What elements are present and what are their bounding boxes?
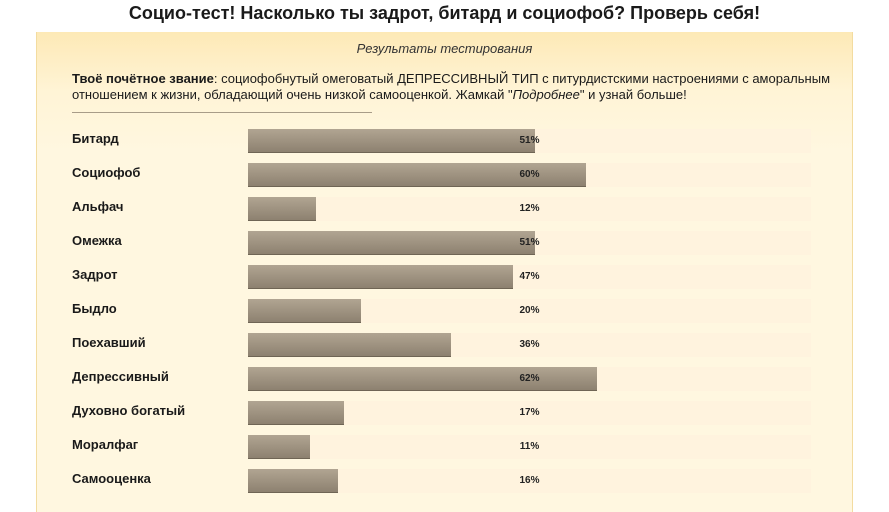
score-percent: 16%	[519, 475, 540, 486]
score-label: Депрессивный	[72, 369, 169, 384]
score-bar-track: 51%	[248, 129, 811, 153]
score-bar-track: 20%	[248, 299, 811, 323]
score-bar-fill	[248, 129, 535, 153]
score-row: Задрот 47%	[37, 265, 852, 299]
score-row: Социофоб 60%	[37, 163, 852, 197]
score-row: Самооценка 16%	[37, 469, 852, 503]
score-percent: 36%	[519, 339, 540, 350]
score-bar-fill	[248, 401, 344, 425]
page-title: Социо-тест! Насколько ты задрот, битард …	[128, 3, 761, 23]
score-bar-fill	[248, 163, 586, 187]
score-percent: 17%	[519, 407, 540, 418]
score-percent: 47%	[519, 271, 540, 282]
results-subtitle: Результаты тестирования	[356, 41, 533, 56]
score-percent: 60%	[519, 169, 540, 180]
score-bar-track: 60%	[248, 163, 811, 187]
score-bar-track: 36%	[248, 333, 811, 357]
score-row: Моралфаг 11%	[37, 435, 852, 469]
score-label: Самооценка	[72, 471, 151, 486]
score-bar-track: 17%	[248, 401, 811, 425]
score-bar-track: 62%	[248, 367, 811, 391]
rank-label: Твоё почётное звание	[72, 71, 214, 86]
rank-text: : социофобнутый омеговатый ДЕПРЕССИВНЫЙ …	[72, 71, 831, 102]
score-bar-fill	[248, 435, 310, 459]
score-bar-fill	[248, 367, 597, 391]
score-bar-fill	[248, 469, 338, 493]
page-header: Социо-тест! Насколько ты задрот, битард …	[0, 0, 889, 38]
score-bar-track: 16%	[248, 469, 811, 493]
score-bar-track: 12%	[248, 197, 811, 221]
score-percent: 12%	[519, 203, 540, 214]
score-percent: 51%	[519, 135, 540, 146]
score-row: Поехавший 36%	[37, 333, 852, 367]
rank-text-end: " и узнай больше!	[579, 87, 687, 102]
score-row: Битард 51%	[37, 129, 852, 163]
score-label: Битард	[72, 131, 119, 146]
score-bar-fill	[248, 265, 513, 289]
score-label: Альфач	[72, 199, 124, 214]
score-bar-track: 11%	[248, 435, 811, 459]
score-percent: 20%	[519, 305, 540, 316]
score-percent: 51%	[519, 237, 540, 248]
score-label: Задрот	[72, 267, 118, 282]
score-percent: 62%	[519, 373, 540, 384]
score-label: Моралфаг	[72, 437, 139, 452]
more-link-text[interactable]: Подробнее	[512, 87, 580, 102]
score-label: Омежка	[72, 233, 122, 248]
score-label: Духовно богатый	[72, 403, 186, 418]
score-percent: 11%	[519, 441, 540, 452]
score-bar-fill	[248, 299, 361, 323]
rank-description: Твоё почётное звание: социофобнутый омег…	[72, 71, 832, 103]
score-bar-fill	[248, 197, 316, 221]
score-row: Омежка 51%	[37, 231, 852, 265]
score-label: Социофоб	[72, 165, 141, 180]
divider	[72, 112, 372, 113]
score-row: Духовно богатый 17%	[37, 401, 852, 435]
score-row: Быдло 20%	[37, 299, 852, 333]
score-bar-fill	[248, 231, 535, 255]
score-bar-track: 47%	[248, 265, 811, 289]
score-row: Альфач 12%	[37, 197, 852, 231]
score-label: Быдло	[72, 301, 117, 316]
results-panel: Результаты тестирования Твоё почётное зв…	[36, 32, 853, 512]
score-row: Депрессивный 62%	[37, 367, 852, 401]
score-bar-fill	[248, 333, 451, 357]
score-label: Поехавший	[72, 335, 146, 350]
score-bar-track: 51%	[248, 231, 811, 255]
